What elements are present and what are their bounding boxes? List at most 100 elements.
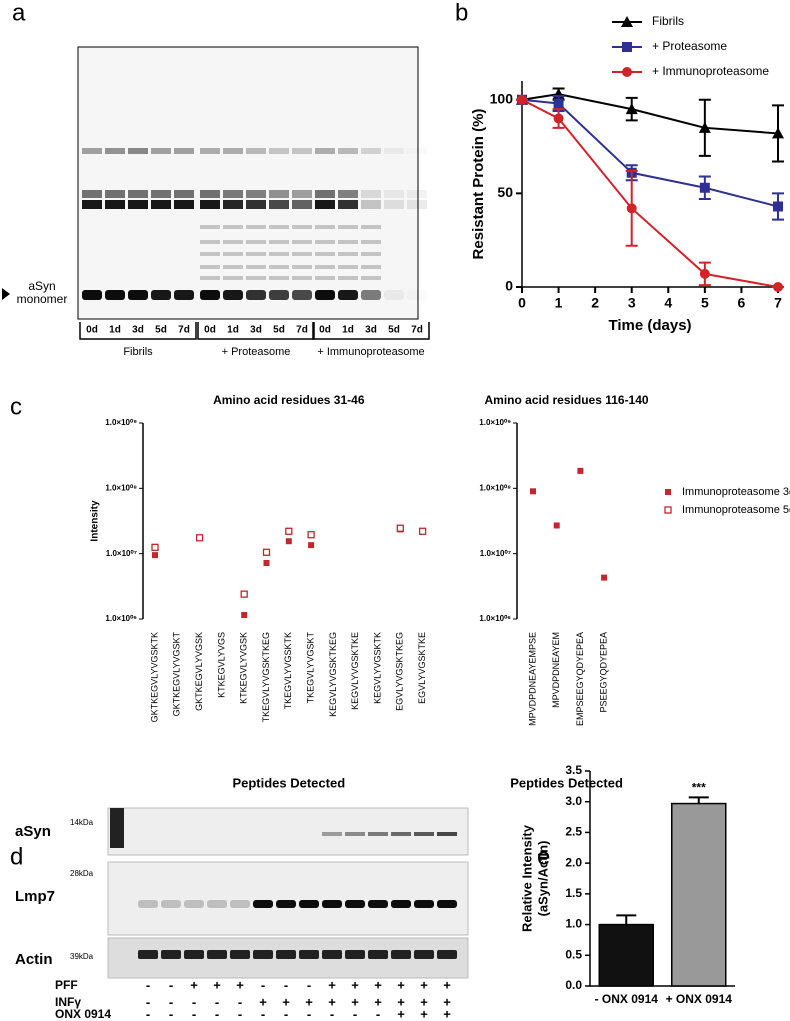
band <box>128 290 148 300</box>
band <box>82 148 102 154</box>
condition-sign: + <box>443 1006 451 1021</box>
condition-sign: + <box>397 994 405 1009</box>
band <box>338 265 358 269</box>
marker <box>553 98 564 109</box>
lane-label: 7d <box>411 325 423 336</box>
condition-sign: - <box>330 1006 334 1021</box>
legend-label: Immunoproteasome 5d <box>682 504 790 516</box>
band <box>338 148 358 154</box>
band <box>230 900 250 908</box>
condition-sign: - <box>238 994 242 1009</box>
y-tick-label: 50 <box>497 184 513 200</box>
band <box>407 200 427 209</box>
bar <box>671 802 727 987</box>
lane-label: 3d <box>250 325 262 336</box>
band <box>269 276 289 280</box>
band <box>338 240 358 244</box>
band <box>223 290 243 300</box>
band <box>315 265 335 269</box>
x-tick-label: EGVLYVGSKTKEG <box>395 632 405 711</box>
band <box>246 148 266 154</box>
lane-label: 3d <box>132 325 144 336</box>
condition-sign: - <box>192 994 196 1009</box>
marker <box>699 268 710 279</box>
error-bar <box>616 914 637 925</box>
band <box>315 252 335 256</box>
band <box>105 148 125 154</box>
band <box>292 148 312 154</box>
band <box>253 950 273 959</box>
mw-label: 39kDa <box>70 952 94 961</box>
condition-sign: - <box>215 994 219 1009</box>
y-tick-label: 1.0×10⁰⁷ <box>480 549 511 558</box>
band <box>315 148 335 154</box>
band <box>223 252 243 256</box>
band <box>361 225 381 229</box>
group-label: + Immunoproteasome <box>317 346 424 358</box>
condition-sign: - <box>192 1006 196 1021</box>
y-tick-label: 3.0 <box>565 794 582 808</box>
x-tick-label: MPVDPDNEAYEMPSE <box>527 632 537 726</box>
condition-sign: + <box>328 994 336 1009</box>
x-tick-label: KTKEGVLYVGSK <box>239 632 249 704</box>
band <box>368 900 388 908</box>
band <box>361 240 381 244</box>
band <box>174 190 194 198</box>
lane-label: 5d <box>273 325 285 336</box>
panel-label: a <box>12 0 26 26</box>
lane-label: 0d <box>86 325 98 336</box>
legend-label: Fibrils <box>652 14 684 28</box>
chart-title: Amino acid residues 116-140 <box>485 393 649 407</box>
y-tick-label: 1.0×10⁰⁸ <box>105 483 137 492</box>
condition-sign: + <box>305 994 313 1009</box>
y-tick-label: 1.0×10⁰⁶ <box>105 614 137 623</box>
band <box>253 900 273 908</box>
x-tick-label: 4 <box>664 295 672 311</box>
condition-sign: - <box>146 994 150 1009</box>
condition-sign: - <box>284 1006 288 1021</box>
y-tick-label: 2.5 <box>565 825 582 839</box>
chart-title: Amino acid residues 31-46 <box>213 393 365 407</box>
band <box>391 832 411 836</box>
legend-marker <box>665 489 671 495</box>
marker <box>152 552 158 559</box>
band <box>200 148 220 154</box>
band <box>391 900 411 908</box>
marker <box>698 121 711 133</box>
condition-sign: + <box>351 994 359 1009</box>
band <box>384 200 404 209</box>
band <box>223 148 243 154</box>
marker <box>195 534 204 542</box>
band <box>82 200 102 209</box>
band <box>184 900 204 908</box>
condition-label: ONX 0914 <box>55 1007 111 1021</box>
band <box>292 200 312 209</box>
band <box>82 190 102 198</box>
x-tick-label: TKEGVLYVGSKT <box>305 632 315 704</box>
band <box>246 225 266 229</box>
panel-label: d <box>10 843 23 870</box>
condition-sign: - <box>261 977 265 992</box>
y-tick-label: 0 <box>505 278 513 294</box>
condition-sign: - <box>169 977 173 992</box>
band <box>269 200 289 209</box>
marker <box>577 467 584 474</box>
marker <box>285 538 292 545</box>
band <box>292 276 312 280</box>
x-tick-label: GKTKEGVLYVGSK <box>194 632 204 711</box>
band <box>105 290 125 300</box>
condition-sign: + <box>397 977 405 992</box>
marker <box>307 531 315 539</box>
band <box>269 252 289 256</box>
band <box>315 276 335 280</box>
band <box>246 290 266 300</box>
x-tick-label: GKTKEGVLYVGSKTK <box>149 632 159 722</box>
x-axis-label: Peptides Detected <box>510 775 623 790</box>
x-tick-label: 0 <box>518 295 526 311</box>
x-tick-label: TKEGVLYVGSKTKEG <box>261 632 271 722</box>
bar <box>598 923 654 987</box>
condition-sign: + <box>443 977 451 992</box>
marker <box>622 67 632 77</box>
y-tick-label: 2.0 <box>565 855 582 869</box>
blot-row <box>107 807 469 856</box>
